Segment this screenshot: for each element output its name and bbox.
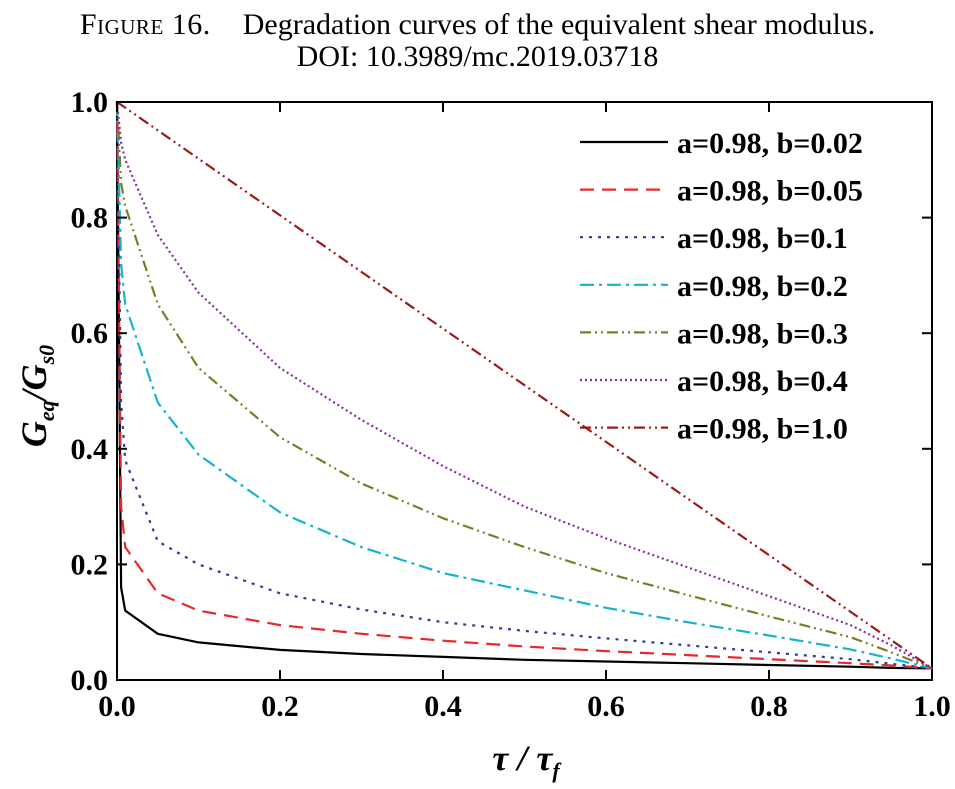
series-line-2 [115,101,933,670]
x-tick-label: 0.6 [587,690,625,723]
y-tick-label: 0.0 [71,664,109,697]
series-line-3 [115,101,933,670]
x-tick-label: 0.2 [261,690,299,723]
y-tick-label: 0.6 [71,317,109,350]
y-tick-label: 0.2 [71,548,109,581]
y-tick-label: 0.4 [71,433,109,466]
series-line-7 [116,101,933,670]
figure-caption: Figure 16. Degradation curves of the equi… [0,8,955,42]
legend-label-1: a=0.98, b=0.02 [677,127,863,160]
series-line-4 [115,101,933,670]
x-tick-label: 1.0 [913,690,951,723]
y-tick-label: 1.0 [71,86,109,119]
plot-frame [116,101,933,681]
x-axis-title: τ / τf [492,738,562,783]
x-tick-label: 0.0 [98,690,136,723]
figure-doi: DOI: 10.3989/mc.2019.03718 [296,40,659,73]
x-tick-label: 0.8 [750,690,788,723]
legend-label-7: a=0.98, b=1.0 [677,413,848,446]
legend-label-4: a=0.98, b=0.2 [677,270,848,303]
legend-label-6: a=0.98, b=0.4 [677,365,848,398]
legend-label-3: a=0.98, b=0.1 [677,222,848,255]
x-tick-label: 0.4 [424,690,462,723]
series-line-1 [115,101,933,670]
figure-title: Degradation curves of the equivalent she… [242,8,876,41]
series-line-6 [115,101,933,670]
legend-label-2: a=0.98, b=0.05 [677,175,863,208]
y-axis-title: Geq/Gs0 [14,345,59,447]
figure-label: Figure 16. [79,8,211,41]
series-line-5 [115,101,933,670]
legend-label-5: a=0.98, b=0.3 [677,317,848,350]
y-tick-label: 0.8 [71,202,109,235]
